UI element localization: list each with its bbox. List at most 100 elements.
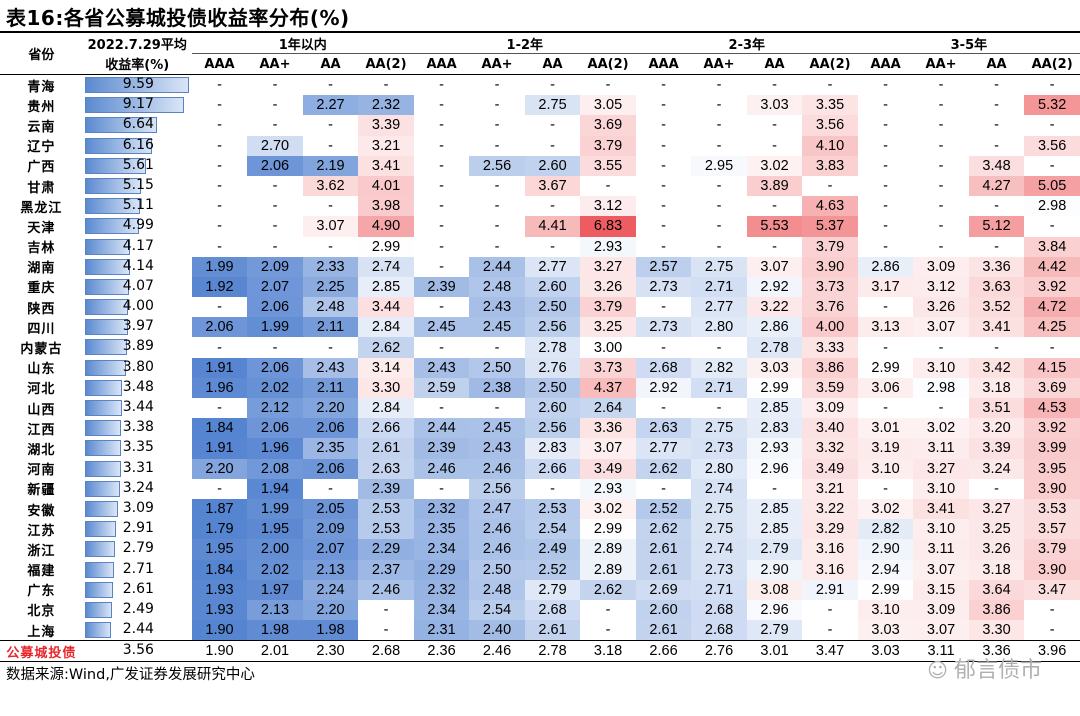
- yield-cell: -: [661, 299, 666, 316]
- yield-cell: 2.33: [302, 256, 359, 277]
- yield-cell: 2.20: [302, 599, 359, 621]
- avg-yield-cell: 2.71: [83, 560, 192, 580]
- yield-cell: -: [1049, 339, 1055, 356]
- yield-cell: 3.86: [802, 357, 858, 378]
- yield-cell: 2.34: [413, 539, 470, 560]
- yield-cell: 3.16: [802, 559, 858, 580]
- yield-cell: 2.71: [691, 377, 747, 398]
- yield-cell: 4.37: [580, 377, 636, 398]
- avg-yield-bar: [84, 622, 112, 639]
- yield-cell: -: [994, 77, 999, 94]
- yield-cell: 3.14: [358, 357, 414, 378]
- yield-cell: -: [661, 400, 666, 417]
- yield-cell: 2.29: [358, 539, 414, 560]
- yield-cell: 2.13: [247, 599, 303, 621]
- yield-cell: 3.07: [580, 438, 636, 459]
- yield-cell: 2.61: [524, 620, 581, 641]
- yield-cell: 3.59: [802, 377, 858, 398]
- yield-cell: 1.91: [191, 357, 248, 378]
- yield-cell: 2.79: [746, 620, 803, 641]
- yield-cell: -: [994, 137, 999, 154]
- yield-cell: 2.37: [358, 559, 414, 580]
- yield-cell: 2.99: [871, 359, 900, 376]
- table-row: 青海 9.59 - - - - - - - - - - - - - - - -: [0, 75, 1080, 96]
- yield-cell: -: [494, 178, 500, 195]
- yield-cell: 2.70: [247, 135, 303, 156]
- yield-cell: 2.93: [746, 438, 803, 459]
- yield-cell: 1.95: [247, 519, 303, 540]
- yield-cell: 3.96: [1024, 640, 1080, 663]
- yield-cell: 2.06: [247, 297, 303, 318]
- avg-yield-value: 2.79: [122, 540, 154, 557]
- yield-cell: 2.82: [691, 357, 747, 378]
- yield-cell: -: [494, 238, 500, 255]
- yield-cell: -: [494, 117, 500, 134]
- avg-yield-value: 3.97: [122, 318, 154, 335]
- yield-cell: 3.69: [580, 115, 636, 136]
- yield-cell: -: [661, 178, 666, 195]
- yield-cell: 3.62: [302, 175, 359, 197]
- avg-yield-bar: [84, 319, 128, 336]
- yield-cell: 2.74: [691, 539, 747, 560]
- yield-cell: 3.48: [968, 155, 1025, 176]
- yield-cell: -: [772, 198, 777, 215]
- yield-cell: 3.15: [913, 579, 969, 600]
- avg-yield-bar: [84, 177, 141, 194]
- yield-cell: -: [827, 77, 833, 94]
- yield-cell: 2.50: [469, 357, 525, 378]
- yield-cell: -: [550, 198, 555, 215]
- yield-cell: 2.47: [469, 498, 525, 520]
- yield-cell: -: [217, 117, 222, 134]
- yield-cell: 2.85: [746, 519, 803, 540]
- table-row: 天津 4.99 - - 3.07 4.90 - - 4.41 6.83 - - 5.53 5.37 - - 5.…: [0, 216, 1080, 237]
- yield-cell: 2.06: [302, 418, 359, 439]
- yield-cell: 3.36: [968, 640, 1025, 663]
- avg-yield-value: 3.48: [122, 378, 154, 395]
- province-name: 上海: [27, 624, 56, 640]
- province-name: 四川: [27, 321, 56, 337]
- yield-cell: 3.06: [857, 377, 914, 398]
- yield-cell: 2.61: [635, 620, 692, 641]
- yield-cell: 3.02: [580, 498, 636, 520]
- yield-cell: 2.32: [413, 579, 470, 600]
- yield-cell: 2.77: [691, 297, 747, 318]
- yield-cell: 2.54: [524, 519, 581, 540]
- header-rating: AAA: [635, 53, 692, 75]
- yield-cell: 2.46: [469, 458, 525, 479]
- avg-yield-value: 3.56: [122, 642, 154, 659]
- yield-cell: 2.25: [302, 276, 359, 298]
- yield-cell: -: [716, 178, 722, 195]
- wechat-icon: ☺: [927, 658, 948, 682]
- yield-cell: -: [272, 117, 278, 134]
- yield-cell: 4.72: [1024, 297, 1080, 318]
- yield-cell: 1.93: [191, 599, 248, 621]
- yield-cell: 2.61: [358, 438, 414, 459]
- yield-cell: 2.52: [635, 498, 692, 520]
- yield-cell: 3.12: [580, 196, 636, 217]
- avg-yield-value: 9.59: [122, 76, 154, 92]
- yield-cell: 2.60: [524, 155, 581, 176]
- yield-cell: 5.37: [802, 216, 858, 237]
- yield-cell: 2.43: [469, 438, 525, 459]
- yield-cell: -: [883, 198, 888, 215]
- yield-cell: 2.60: [524, 398, 581, 419]
- yield-cell: 1.90: [191, 640, 248, 663]
- yield-cell: 2.92: [746, 276, 803, 298]
- yield-cell: 1.87: [191, 498, 248, 520]
- yield-cell: 3.07: [746, 256, 803, 277]
- yield-cell: -: [1049, 77, 1055, 94]
- yield-cell: 2.94: [857, 559, 914, 580]
- yield-cell: 2.50: [524, 377, 581, 398]
- avg-yield-bar: [84, 400, 123, 416]
- yield-cell: 2.66: [358, 418, 414, 439]
- yield-cell: 2.06: [247, 357, 303, 378]
- avg-yield-cell: 4.99: [83, 216, 192, 236]
- yield-cell: -: [938, 178, 944, 195]
- yield-cell: -: [383, 77, 389, 94]
- yield-cell: 3.21: [802, 478, 858, 499]
- yield-cell: -: [772, 117, 777, 134]
- province-name: 山东: [27, 362, 56, 378]
- yield-cell: -: [883, 97, 888, 114]
- yield-cell: 3.55: [580, 155, 636, 176]
- province-name: 河北: [27, 382, 56, 398]
